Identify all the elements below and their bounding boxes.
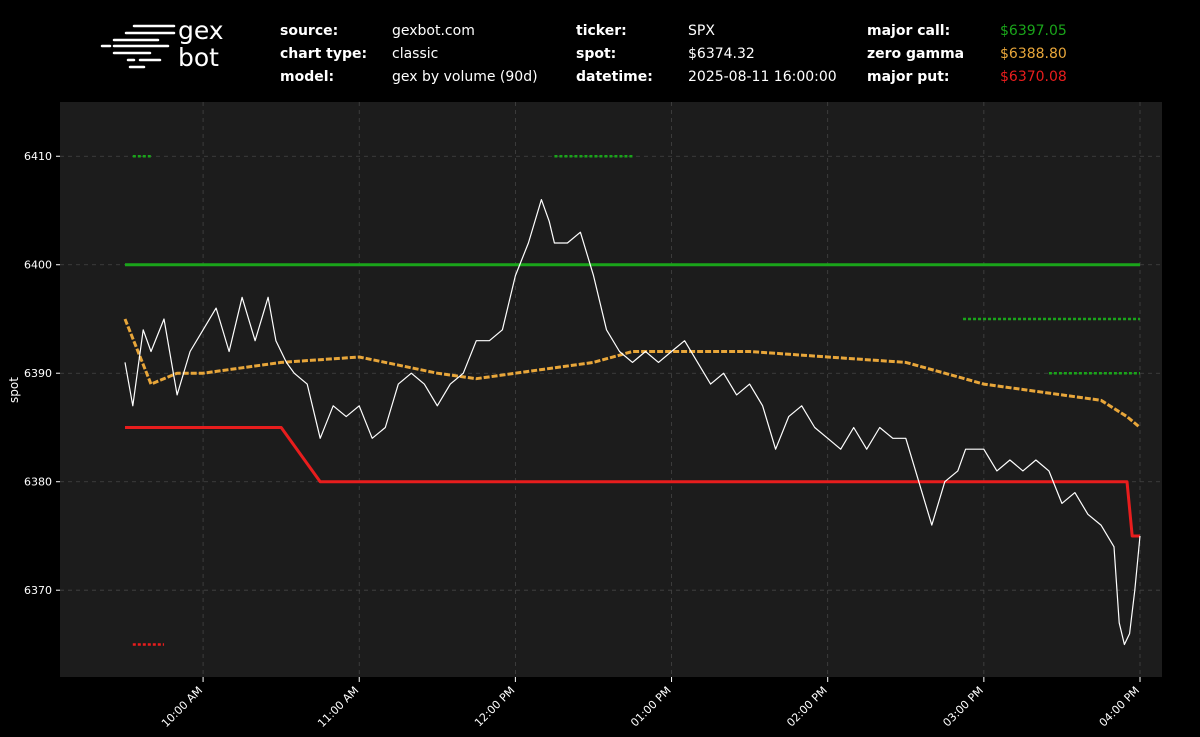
x-tick-label: 01:00 PM xyxy=(628,684,673,729)
series-line-zero-gamma xyxy=(123,318,1141,429)
gexbot-logo: gex bot xyxy=(100,16,230,72)
major-put-label: major put: xyxy=(867,69,950,85)
zero-gamma-value: $6388.80 xyxy=(1000,46,1067,62)
zero-gamma-label: zero gamma xyxy=(867,46,965,62)
model-value: gex by volume (90d) xyxy=(392,69,538,85)
logo-text-gex: gex xyxy=(178,16,224,45)
source-label: source: xyxy=(280,23,339,39)
chart-type-label: chart type: xyxy=(280,46,368,62)
ticker-value: SPX xyxy=(688,23,715,39)
source-value: gexbot.com xyxy=(392,23,475,39)
major-put-value: $6370.08 xyxy=(1000,69,1067,85)
major-call-value: $6397.05 xyxy=(1000,23,1067,39)
x-tick-label: 10:00 AM xyxy=(159,684,205,730)
major-call-label: major call: xyxy=(867,23,951,39)
series-lines xyxy=(123,199,1141,646)
logo-text-bot: bot xyxy=(178,43,219,72)
y-tick-label: 6380 xyxy=(24,476,52,489)
x-tick-label: 04:00 PM xyxy=(1097,684,1142,729)
chart-type-value: classic xyxy=(392,46,439,62)
y-tick-label: 6390 xyxy=(24,367,52,380)
x-tick-label: 02:00 PM xyxy=(784,684,829,729)
series-line-spot xyxy=(124,199,1141,646)
y-tick-label: 6370 xyxy=(24,584,52,597)
datetime-label: datetime: xyxy=(576,69,653,85)
x-tick-label: 12:00 PM xyxy=(472,684,517,729)
y-tick-label: 6400 xyxy=(24,259,52,272)
plot-area xyxy=(60,102,1162,677)
x-tick-label: 03:00 PM xyxy=(940,684,985,729)
level-segments xyxy=(132,154,1140,646)
spot-value: $6374.32 xyxy=(688,46,755,62)
series-line-major-put xyxy=(125,426,1140,538)
logo-lines-icon xyxy=(100,24,176,69)
datetime-value: 2025-08-11 16:00:00 xyxy=(688,69,837,85)
ticker-label: ticker: xyxy=(576,23,627,39)
x-tick-label: 11:00 AM xyxy=(315,684,361,730)
y-axis-label: spot xyxy=(7,377,21,403)
model-label: model: xyxy=(280,69,335,85)
y-tick-label: 6410 xyxy=(24,150,52,163)
spot-label: spot: xyxy=(576,46,617,62)
